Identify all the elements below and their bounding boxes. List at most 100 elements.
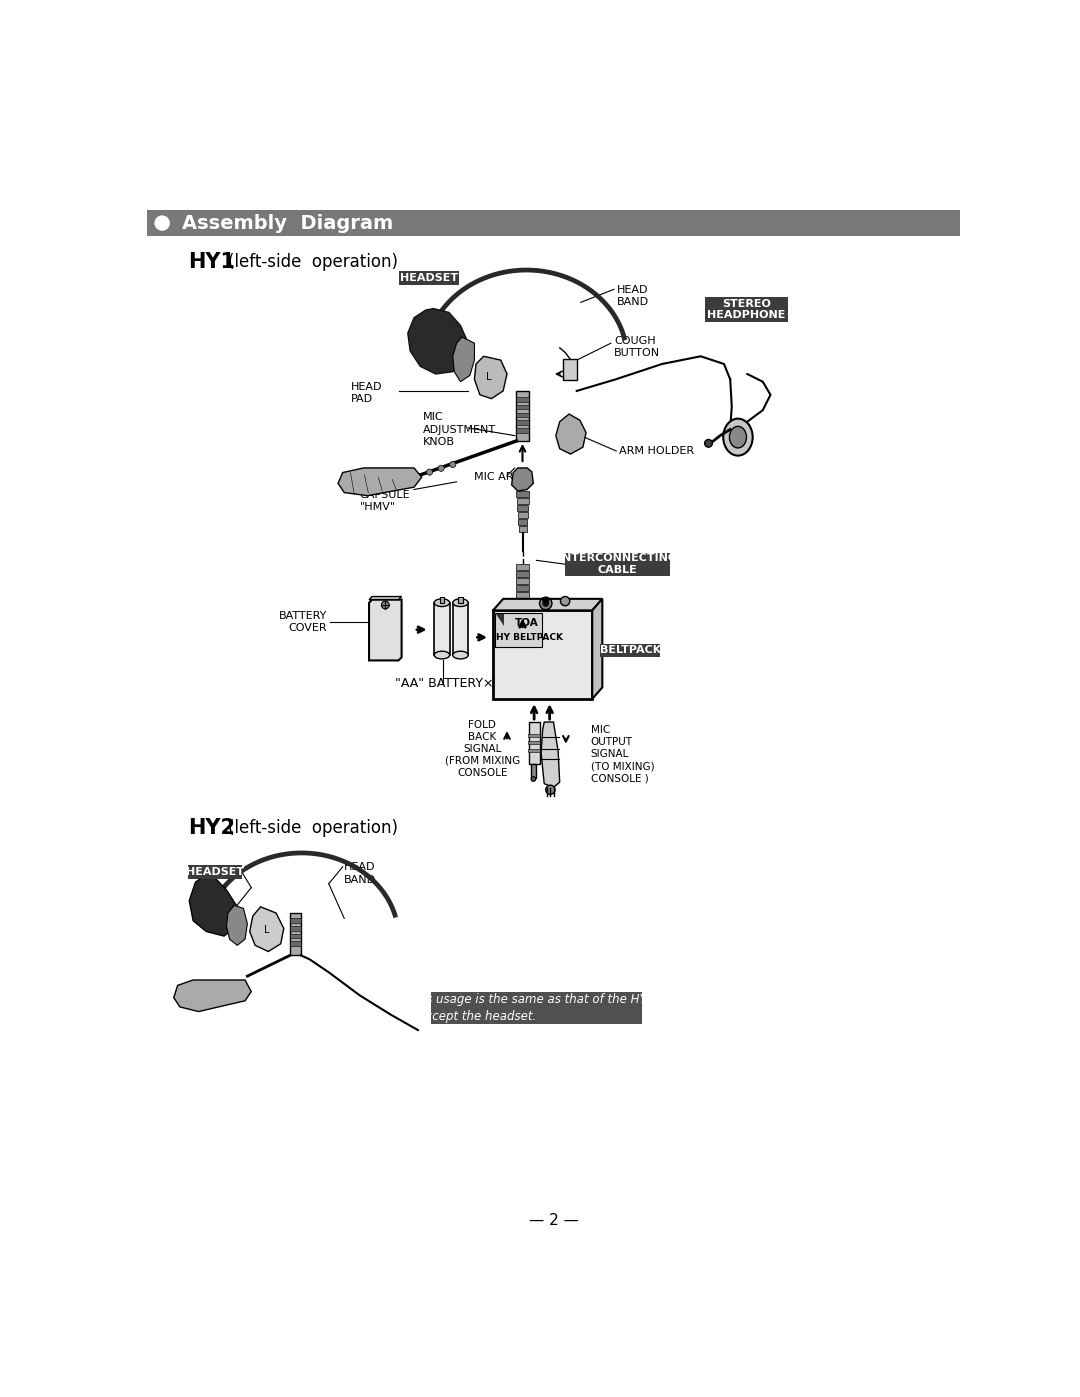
Ellipse shape bbox=[453, 599, 469, 606]
Text: MIC
OUTPUT
SIGNAL
(TO MIXING)
CONSOLE ): MIC OUTPUT SIGNAL (TO MIXING) CONSOLE ) bbox=[591, 725, 654, 784]
Text: (left-side  operation): (left-side operation) bbox=[228, 819, 399, 837]
Bar bbox=[291, 918, 301, 923]
Bar bbox=[399, 271, 459, 285]
Polygon shape bbox=[369, 597, 402, 599]
Bar bbox=[516, 585, 529, 591]
Polygon shape bbox=[556, 414, 586, 454]
Bar bbox=[496, 613, 542, 647]
Polygon shape bbox=[512, 468, 534, 490]
Circle shape bbox=[561, 597, 570, 606]
Circle shape bbox=[542, 601, 549, 606]
Bar bbox=[516, 391, 529, 441]
Circle shape bbox=[449, 461, 456, 468]
Text: (left-side  operation): (left-side operation) bbox=[228, 253, 399, 271]
Text: TOA: TOA bbox=[515, 619, 539, 629]
Bar bbox=[516, 592, 529, 598]
Text: COUGH
BUTTON: COUGH BUTTON bbox=[613, 335, 660, 358]
Bar bbox=[704, 298, 788, 321]
Text: HEAD
PAD: HEAD PAD bbox=[350, 381, 382, 404]
Polygon shape bbox=[453, 337, 474, 381]
Text: HY BELTPACK: HY BELTPACK bbox=[496, 633, 563, 641]
Polygon shape bbox=[227, 905, 247, 946]
Polygon shape bbox=[408, 309, 469, 374]
Bar bbox=[528, 749, 540, 752]
Bar bbox=[291, 942, 301, 946]
Polygon shape bbox=[338, 468, 422, 496]
Bar bbox=[515, 571, 529, 577]
Polygon shape bbox=[174, 979, 252, 1011]
Bar bbox=[516, 578, 529, 584]
Bar bbox=[440, 598, 444, 604]
Text: HEADSET: HEADSET bbox=[186, 868, 244, 877]
Circle shape bbox=[427, 469, 433, 475]
Ellipse shape bbox=[729, 426, 746, 448]
Polygon shape bbox=[541, 722, 559, 788]
Text: MIC
ADJUSTMENT
KNOB: MIC ADJUSTMENT KNOB bbox=[423, 412, 497, 447]
Text: Its usage is the same as that of the HY1
except the headset.: Its usage is the same as that of the HY1… bbox=[418, 993, 654, 1023]
Circle shape bbox=[154, 215, 170, 231]
Circle shape bbox=[704, 440, 713, 447]
Bar bbox=[517, 497, 529, 504]
Bar bbox=[431, 992, 642, 1024]
Bar bbox=[528, 733, 540, 736]
Bar bbox=[515, 564, 529, 570]
Bar bbox=[563, 359, 577, 380]
Bar bbox=[453, 602, 469, 655]
Polygon shape bbox=[494, 610, 592, 698]
Text: INTERCONNECTING
CABLE: INTERCONNECTING CABLE bbox=[558, 553, 677, 576]
Circle shape bbox=[381, 601, 389, 609]
Polygon shape bbox=[592, 599, 603, 698]
Text: FOLD
BACK
SIGNAL
(FROM MIXING
CONSOLE: FOLD BACK SIGNAL (FROM MIXING CONSOLE bbox=[445, 719, 519, 778]
Text: "AA" BATTERY×2: "AA" BATTERY×2 bbox=[394, 678, 501, 690]
Text: BELTPACK: BELTPACK bbox=[599, 645, 661, 655]
Text: — 2 —: — 2 — bbox=[528, 1214, 579, 1228]
Text: MIC
CAPSULE
"HMV": MIC CAPSULE "HMV" bbox=[360, 478, 410, 511]
Text: BATTERY
COVER: BATTERY COVER bbox=[279, 610, 327, 633]
Text: HY1: HY1 bbox=[188, 251, 234, 271]
Circle shape bbox=[540, 598, 552, 609]
Polygon shape bbox=[249, 907, 284, 951]
Bar bbox=[434, 602, 449, 655]
Circle shape bbox=[438, 465, 444, 471]
Bar bbox=[565, 553, 670, 576]
Bar bbox=[516, 599, 529, 605]
Text: Assembly  Diagram: Assembly Diagram bbox=[181, 214, 393, 232]
Text: HY2: HY2 bbox=[188, 819, 234, 838]
Bar bbox=[600, 644, 661, 658]
Polygon shape bbox=[496, 615, 504, 626]
Ellipse shape bbox=[434, 599, 449, 606]
Bar bbox=[516, 427, 529, 433]
Bar bbox=[516, 405, 529, 409]
Text: L: L bbox=[486, 372, 491, 383]
Bar bbox=[518, 525, 527, 532]
Text: HEADSET: HEADSET bbox=[400, 272, 458, 282]
Bar bbox=[531, 764, 536, 778]
Text: ARM HOLDER: ARM HOLDER bbox=[619, 446, 694, 455]
Ellipse shape bbox=[545, 785, 555, 795]
Bar bbox=[291, 933, 301, 939]
Bar bbox=[516, 490, 529, 497]
Bar bbox=[147, 210, 960, 236]
Text: HEAD
BAND: HEAD BAND bbox=[345, 862, 376, 884]
Polygon shape bbox=[474, 356, 507, 398]
Ellipse shape bbox=[531, 777, 536, 781]
Bar bbox=[517, 518, 527, 525]
Text: MIC ARM: MIC ARM bbox=[474, 472, 524, 482]
Bar bbox=[291, 914, 301, 956]
Bar bbox=[516, 397, 529, 402]
Ellipse shape bbox=[434, 651, 449, 659]
Text: HEAD
BAND: HEAD BAND bbox=[617, 285, 649, 307]
Bar bbox=[516, 412, 529, 418]
Bar bbox=[458, 598, 463, 604]
Bar bbox=[517, 511, 528, 518]
Bar bbox=[529, 722, 540, 764]
Polygon shape bbox=[369, 599, 402, 661]
Ellipse shape bbox=[724, 419, 753, 455]
Text: L: L bbox=[264, 925, 270, 935]
Bar bbox=[528, 742, 540, 745]
Bar bbox=[516, 420, 529, 425]
Bar bbox=[517, 606, 529, 612]
Bar bbox=[517, 504, 528, 511]
Bar bbox=[188, 865, 242, 879]
Polygon shape bbox=[494, 599, 603, 610]
